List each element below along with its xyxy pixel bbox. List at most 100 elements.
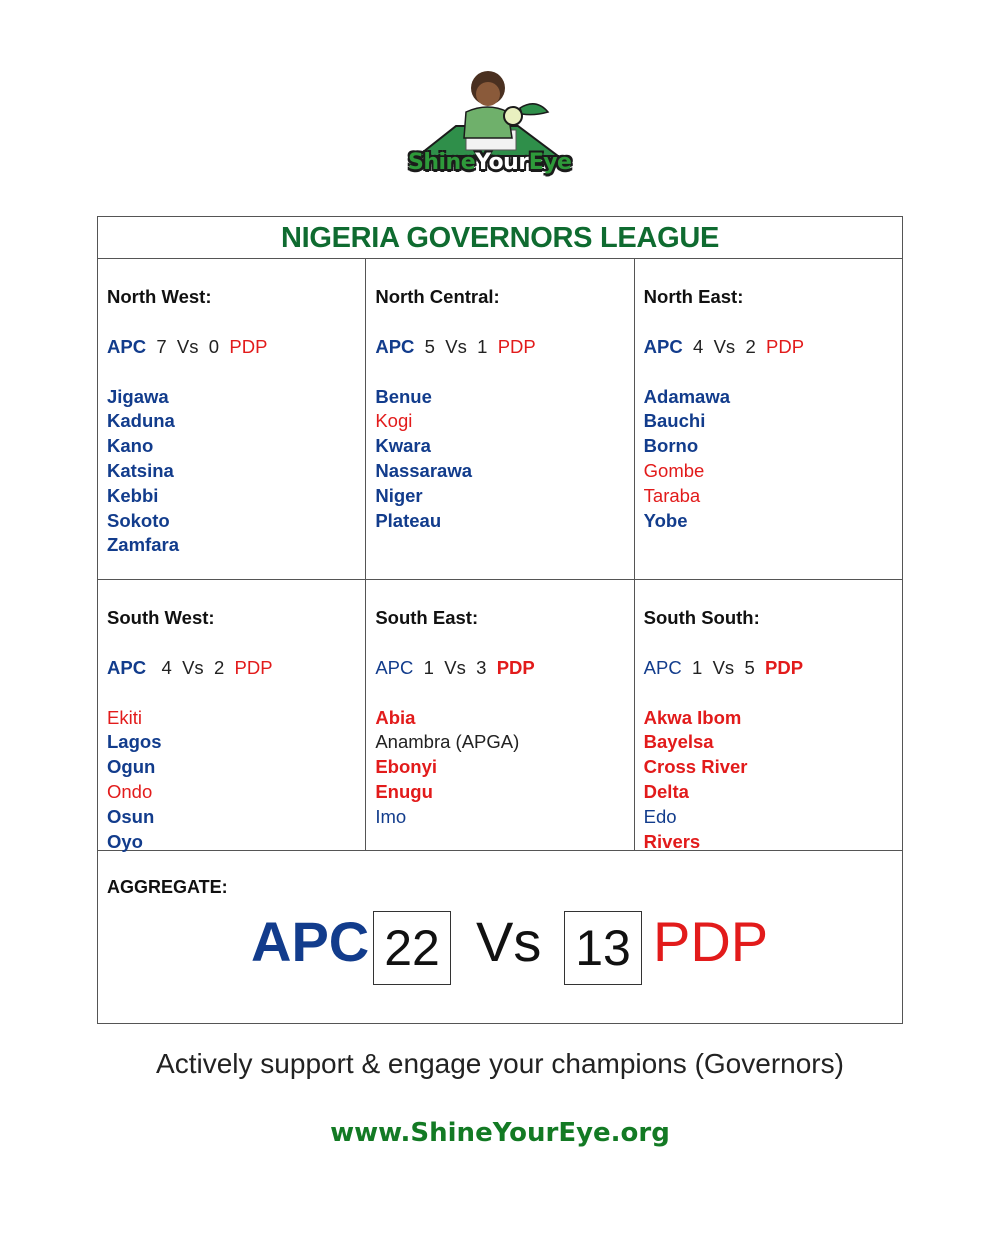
state-imo: Imo <box>375 805 407 827</box>
apc-score: 4 <box>161 656 172 678</box>
logo-wordmark: ShineYourEye <box>408 150 572 175</box>
vs-label: Vs <box>445 335 467 357</box>
shine-your-eye-logo: ShineYourEye <box>408 68 572 188</box>
region-name: North West: <box>107 286 212 307</box>
vs-label: Vs <box>713 335 736 357</box>
state-niger: Niger <box>375 484 423 506</box>
south-regions-row: South West: APC 4 Vs 2 PDP Ekiti Lagos O… <box>98 580 902 852</box>
apc-score: 1 <box>423 656 434 678</box>
state-taraba: Taraba <box>643 484 701 506</box>
pdp-score: 2 <box>213 656 225 678</box>
region-score: APC 4 Vs 2 PDP <box>107 656 365 681</box>
state-kano: Kano <box>107 435 154 457</box>
pdp-score: 2 <box>745 335 756 357</box>
state-ebonyi: Ebonyi <box>375 756 437 778</box>
slogan-text: Actively support & engage your champions… <box>156 1048 844 1079</box>
website-link[interactable]: www.ShineYourEye.org <box>330 1118 670 1148</box>
vs-label: Vs <box>444 656 466 678</box>
vs-label: Vs <box>176 335 199 357</box>
state-katsina: Katsina <box>107 459 174 481</box>
apc-score: 4 <box>693 335 704 357</box>
state-ogun: Ogun <box>107 756 156 778</box>
region-cell-north-east: North East: APC 4 Vs 2 PDP Adamawa Bauch… <box>635 259 902 579</box>
aggregate-vs-label: Vs <box>476 910 542 973</box>
state-osun: Osun <box>107 805 155 827</box>
apc-label: APC <box>107 656 147 678</box>
pdp-score: 3 <box>476 656 487 678</box>
region-cell-north-west: North West: APC 7 Vs 0 PDP Jigawa Kaduna… <box>98 259 367 579</box>
state-akwa-ibom: Akwa Ibom <box>643 706 742 728</box>
state-bauchi: Bauchi <box>643 410 706 432</box>
state-ondo: Ondo <box>107 780 153 802</box>
state-kaduna: Kaduna <box>107 410 175 432</box>
region-cell-south-south: South South: APC 1 Vs 5 PDP Akwa Ibom Ba… <box>635 580 902 852</box>
region-score: APC 4 Vs 2 PDP <box>644 335 902 360</box>
state-adamawa: Adamawa <box>643 385 731 407</box>
pdp-label: PDP <box>766 335 805 357</box>
region-score: APC 1 Vs 5 PDP <box>644 656 902 681</box>
state-plateau: Plateau <box>375 509 442 531</box>
pdp-score: 5 <box>744 656 755 678</box>
state-ekiti: Ekiti <box>107 706 142 728</box>
state-jigawa: Jigawa <box>107 385 169 407</box>
league-title: NIGERIA GOVERNORS LEAGUE <box>98 217 902 259</box>
state-kebbi: Kebbi <box>107 484 159 506</box>
logo-illustration-icon <box>415 71 561 157</box>
pdp-label: PDP <box>234 656 273 678</box>
aggregate-label: AGGREGATE: <box>107 877 228 897</box>
state-lagos: Lagos <box>107 731 162 753</box>
region-score: APC 1 Vs 3 PDP <box>375 656 633 681</box>
state-nassarawa: Nassarawa <box>375 459 473 481</box>
state-delta: Delta <box>643 780 689 802</box>
region-cell-north-central: North Central: APC 5 Vs 1 PDP Benue Kogi… <box>366 259 635 579</box>
apc-score: 7 <box>156 335 167 357</box>
logo-word-your: Your <box>475 150 529 175</box>
region-name: South South: <box>643 607 760 628</box>
state-yobe: Yobe <box>643 509 688 531</box>
pdp-score: 0 <box>208 335 220 357</box>
state-gombe: Gombe <box>643 459 705 481</box>
aggregate-apc-total: 22 <box>373 911 451 985</box>
state-anambra: Anambra (APGA) <box>375 731 520 753</box>
pdp-label: PDP <box>229 335 268 357</box>
north-regions-row: North West: APC 7 Vs 0 PDP Jigawa Kaduna… <box>98 259 902 580</box>
apc-label: APC <box>643 335 683 357</box>
state-borno: Borno <box>643 435 699 457</box>
pdp-label: PDP <box>496 656 535 678</box>
pdp-score: 1 <box>477 335 488 357</box>
aggregate-pdp-label: PDP <box>653 910 769 973</box>
state-bayelsa: Bayelsa <box>643 731 714 753</box>
state-kwara: Kwara <box>375 435 431 457</box>
aggregate-section: AGGREGATE: <box>98 851 902 1023</box>
aggregate-apc-label: APC <box>251 910 370 973</box>
state-sokoto: Sokoto <box>107 509 170 531</box>
region-name: North Central: <box>375 286 500 307</box>
pdp-label: PDP <box>497 335 536 357</box>
vs-label: Vs <box>712 656 735 678</box>
logo-word-eye: Eye <box>528 150 572 175</box>
governors-league-table: NIGERIA GOVERNORS LEAGUE North West: APC… <box>97 216 903 1024</box>
state-kogi: Kogi <box>375 410 413 432</box>
apc-label: APC <box>375 335 415 357</box>
state-abia: Abia <box>375 706 416 728</box>
state-oyo: Oyo <box>107 830 143 852</box>
state-benue: Benue <box>375 385 432 407</box>
vs-label: Vs <box>182 656 204 678</box>
state-rivers: Rivers <box>643 830 701 852</box>
logo-word-shine: Shine <box>408 150 476 175</box>
region-name: South West: <box>107 607 215 628</box>
aggregate-score-line: APC 22 Vs 13 PDP <box>0 694 1000 985</box>
region-name: South East: <box>375 607 479 628</box>
state-enugu: Enugu <box>375 780 433 802</box>
region-score: APC 5 Vs 1 PDP <box>375 335 633 360</box>
region-name: North East: <box>643 286 744 307</box>
apc-label: APC <box>375 656 414 678</box>
region-score: APC 7 Vs 0 PDP <box>107 335 365 360</box>
pdp-label: PDP <box>765 656 804 678</box>
apc-score: 5 <box>424 335 435 357</box>
aggregate-pdp-total: 13 <box>564 911 642 985</box>
apc-score: 1 <box>691 656 703 678</box>
region-cell-south-west: South West: APC 4 Vs 2 PDP Ekiti Lagos O… <box>98 580 367 852</box>
state-cross-river: Cross River <box>643 756 748 778</box>
apc-label: APC <box>107 335 147 357</box>
